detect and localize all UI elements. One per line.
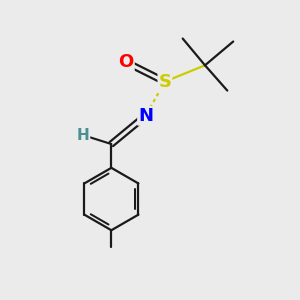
Text: O: O: [118, 53, 134, 71]
Text: N: N: [138, 107, 153, 125]
Text: S: S: [158, 73, 171, 91]
Text: H: H: [77, 128, 89, 142]
